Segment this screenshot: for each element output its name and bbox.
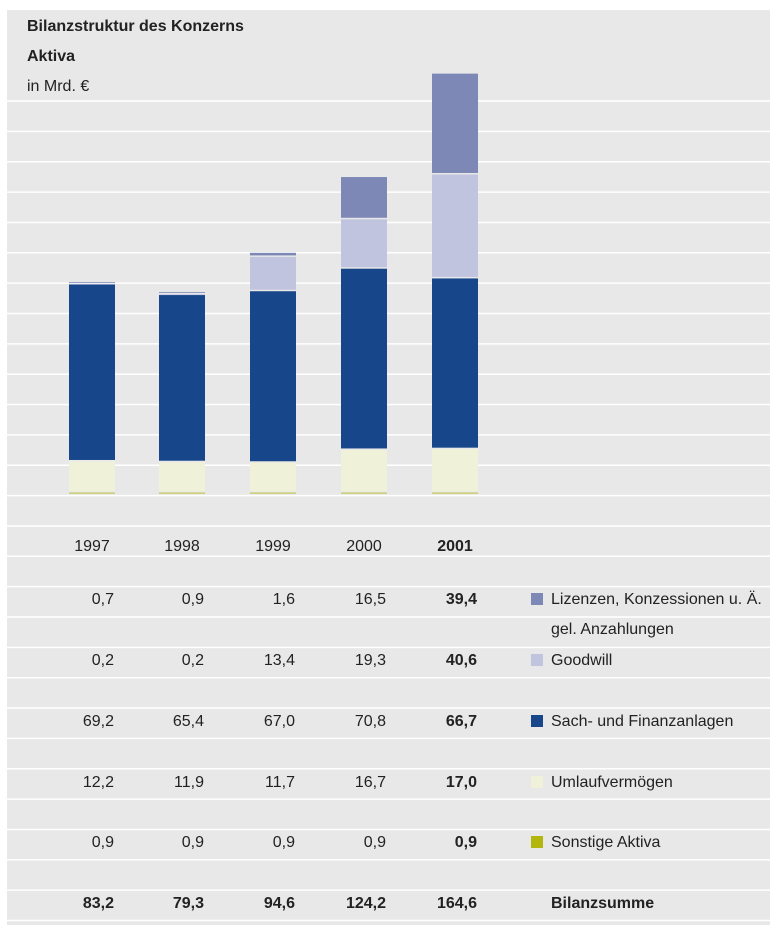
legend-swatch <box>531 776 543 788</box>
x-tick-label: 2000 <box>346 538 382 555</box>
bar-segment <box>159 492 205 494</box>
value-label: 1,6 <box>272 591 295 608</box>
value-label: 0,9 <box>272 834 295 851</box>
legend-label: Sonstige Aktiva <box>551 834 661 851</box>
x-tick-label: 1999 <box>255 538 291 555</box>
total-label: 94,6 <box>263 895 295 912</box>
value-label: 12,2 <box>82 774 114 791</box>
bar-segment <box>250 256 296 290</box>
legend-swatch <box>531 836 543 848</box>
legend-label: Sach- und Finanzanlagen <box>551 713 734 730</box>
bar-segment <box>159 294 205 296</box>
bar-segment <box>341 219 387 268</box>
value-label: 40,6 <box>445 652 477 669</box>
bar-segment <box>432 492 478 494</box>
legend-swatch <box>531 593 543 605</box>
total-label: 83,2 <box>82 895 114 912</box>
bar-segment <box>159 462 205 492</box>
value-label: 70,8 <box>354 713 386 730</box>
value-label: 0,9 <box>454 834 477 851</box>
bar-segment <box>432 449 478 492</box>
value-label: 19,3 <box>354 652 386 669</box>
value-label: 11,9 <box>174 774 204 791</box>
unit-label: in Mrd. € <box>27 78 90 95</box>
bar-segment <box>69 284 115 460</box>
legend-label: Lizenzen, Konzessionen u. Ä. gel. Anzahl… <box>551 591 762 638</box>
value-label: 67,0 <box>263 713 295 730</box>
legend-label: Umlaufvermögen <box>551 774 673 791</box>
value-label: 39,4 <box>445 591 477 608</box>
bar-segment <box>432 278 478 448</box>
total-label: 79,3 <box>172 895 204 912</box>
value-label: 17,0 <box>445 774 477 791</box>
bar-segment <box>341 492 387 494</box>
x-tick-label: 1997 <box>74 538 110 555</box>
legend-label: Goodwill <box>551 652 613 669</box>
bar-segment <box>69 492 115 494</box>
bar-segment <box>250 462 296 492</box>
bar-segment <box>341 268 387 449</box>
value-label: 66,7 <box>445 713 477 730</box>
value-label: 0,2 <box>91 652 114 669</box>
x-tick-label: 2001 <box>437 538 473 555</box>
value-label: 69,2 <box>82 713 114 730</box>
x-tick-label: 1998 <box>164 538 200 555</box>
bar-segment <box>69 461 115 492</box>
total-name: Bilanzsumme <box>551 895 655 912</box>
bar-segment <box>432 73 478 173</box>
bar-segment <box>341 177 387 218</box>
bar-segment <box>250 252 296 256</box>
value-label: 0,9 <box>181 591 204 608</box>
total-label: 124,2 <box>345 895 386 912</box>
legend-swatch <box>531 654 543 666</box>
value-label: 13,4 <box>263 652 295 669</box>
bar-segment <box>69 283 115 285</box>
value-label: 0,9 <box>181 834 204 851</box>
legend-swatch <box>531 715 543 727</box>
bar-segment <box>432 174 478 277</box>
bar-segment <box>159 291 205 293</box>
bar-segment <box>250 492 296 494</box>
chart-title: Bilanzstruktur des Konzerns <box>27 18 244 35</box>
value-label: 16,7 <box>354 774 386 791</box>
value-label: 16,5 <box>354 591 386 608</box>
bar-segment <box>159 294 205 461</box>
value-label: 0,9 <box>91 834 114 851</box>
value-label: 0,2 <box>181 652 204 669</box>
total-label: 164,6 <box>436 895 477 912</box>
value-label: 0,7 <box>91 591 114 608</box>
bar-segment <box>341 449 387 492</box>
value-label: 65,4 <box>172 713 204 730</box>
value-label: 11,7 <box>265 774 295 791</box>
subtitle: Aktiva <box>27 48 76 65</box>
value-label: 0,9 <box>363 834 386 851</box>
bar-segment <box>250 291 296 462</box>
bar-segment <box>69 282 115 283</box>
